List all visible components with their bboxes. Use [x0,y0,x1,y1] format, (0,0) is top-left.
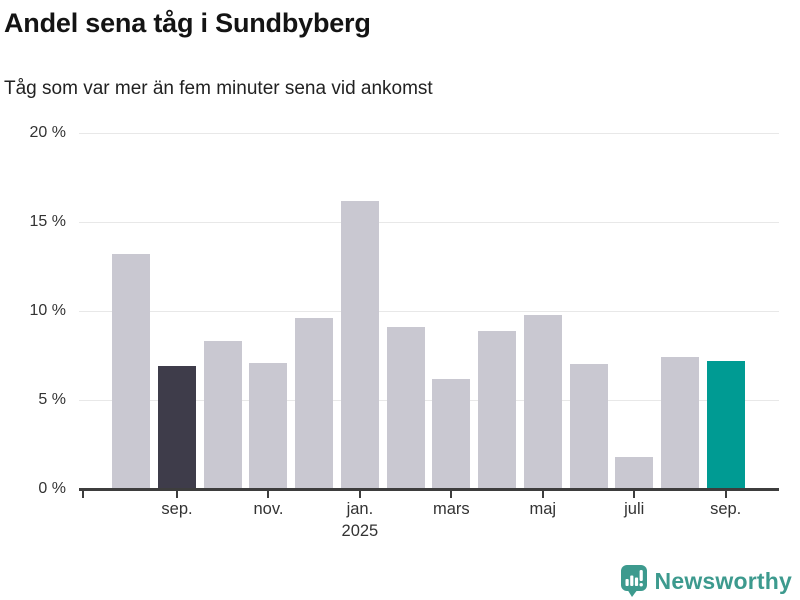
gridline-20 [79,132,779,134]
bar-jan-2025 [340,200,379,489]
bar-aug-2024 [112,254,151,489]
x-axis-tick [633,490,636,498]
x-axis-label: sep. [161,500,193,518]
y-axis-label: 15 % [29,213,66,230]
bar-sep-2025 [706,360,745,489]
newsworthy-logo-icon [620,564,648,598]
bar-sep-2024 [158,366,197,489]
y-axis-label: 5 % [38,391,66,408]
bar-nov-2024 [249,362,288,489]
gridline-15 [79,221,779,223]
x-axis-tick [358,490,361,498]
chart-subtitle: Tåg som var mer än fem minuter sena vid … [4,78,433,99]
x-axis-label: maj [529,500,557,518]
x-axis-label: sep. [710,500,742,518]
bar-aug-2025 [660,357,699,489]
y-axis-label: 20 % [29,124,66,141]
bar-april-2025 [478,330,517,489]
bar-juli-2025 [615,456,654,489]
brand-name: Newsworthy [654,567,792,594]
gridline-10 [79,310,779,312]
x-axis-label: nov. [253,500,284,518]
gridline-5 [79,399,779,401]
x-axis-tick [724,490,727,498]
x-axis-label: juli [624,500,645,518]
bar-juni-2025 [569,364,608,489]
x-axis-label: mars [432,500,470,518]
x-axis-tick [176,490,179,498]
x-axis-tick [267,490,270,498]
x-axis-label: jan. [346,500,374,518]
axis-start-tick [82,490,84,498]
x-axis-tick [541,490,544,498]
brand-logo[interactable]: Newsworthy [620,563,792,599]
bar-dec-2024 [295,318,334,489]
x-axis-tick [450,490,453,498]
bar-feb-2025 [386,327,425,489]
bar-okt-2024 [203,341,242,489]
x-axis-year-label: 2025 [341,522,379,540]
bar-mars-2025 [432,378,471,489]
x-axis-line [79,488,779,491]
page-title: Andel sena tåg i Sundbyberg [4,8,371,38]
y-axis-label: 10 % [29,302,66,319]
bar-maj-2025 [523,314,562,489]
y-axis-label: 0 % [38,480,66,497]
